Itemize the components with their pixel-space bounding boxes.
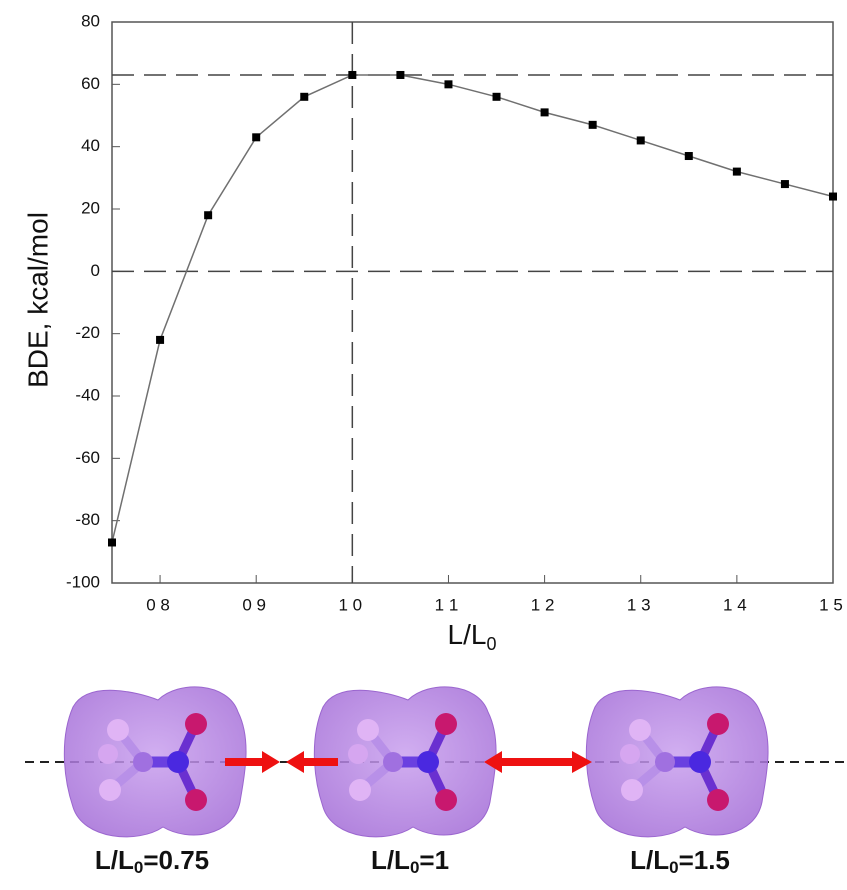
data-point: [829, 192, 837, 201]
x-tick-label: 1 3: [627, 595, 651, 614]
data-point: [732, 167, 741, 176]
x-tick-label: 1 2: [531, 595, 555, 614]
caption-main: L/L: [371, 845, 410, 875]
data-point: [348, 70, 357, 79]
arrow: [286, 751, 338, 773]
data-point: [300, 92, 309, 101]
data-point: [204, 211, 213, 220]
caption-sub: 0: [410, 858, 419, 877]
caption-value: =0.75: [143, 845, 209, 875]
double-arrow: [484, 751, 592, 773]
y-tick-label: 0: [91, 261, 100, 280]
molecule: [64, 687, 246, 837]
caption-value: =1: [419, 845, 449, 875]
data-point: [396, 70, 405, 79]
data-point: [492, 92, 501, 101]
caption: L/L0=1.5: [630, 845, 730, 878]
x-axis-label-sub: 0: [486, 634, 496, 654]
data-point: [684, 152, 693, 161]
data-point: [636, 136, 645, 145]
data-point: [588, 120, 597, 129]
caption-sub: 0: [669, 858, 678, 877]
x-tick-label: 0 9: [242, 595, 266, 614]
molecule: [586, 687, 768, 837]
y-tick-label: -80: [75, 510, 100, 529]
x-tick-label: 1 4: [723, 595, 747, 614]
y-tick-label: -40: [75, 385, 100, 404]
data-point: [108, 538, 116, 547]
plot-frame: [111, 21, 834, 584]
x-tick-label: 0 8: [146, 595, 170, 614]
x-tick-label: 1 5: [819, 595, 843, 614]
molecule-illustration: L/L0=0.75 L/L0=1 L/L0=1.5: [25, 687, 847, 878]
data-point: [156, 335, 165, 344]
arrow: [225, 751, 280, 773]
x-axis-label: L/L0: [448, 619, 497, 653]
caption-main: L/L: [95, 845, 134, 875]
y-tick-label: -60: [75, 448, 100, 467]
data-point: [780, 180, 789, 189]
y-tick-label: -20: [75, 323, 100, 342]
caption-value: =1.5: [679, 845, 730, 875]
y-tick-label: 60: [81, 74, 100, 93]
caption-sub: 0: [134, 858, 143, 877]
data-point: [540, 108, 549, 117]
x-tick-label: 1 1: [435, 595, 459, 614]
caption-main: L/L: [630, 845, 669, 875]
data-point: [444, 80, 453, 89]
y-tick-label: 20: [81, 198, 100, 217]
caption: L/L0=1: [371, 845, 449, 878]
y-tick-label: -100: [66, 572, 100, 591]
y-axis-label: BDE, kcal/mol: [22, 212, 53, 388]
y-tick-label: 80: [81, 11, 100, 30]
molecule: [314, 687, 496, 837]
series-line: [111, 74, 834, 543]
caption: L/L0=0.75: [95, 845, 209, 878]
x-axis-label-main: L/L: [448, 619, 487, 650]
x-tick-label: 1 0: [339, 595, 363, 614]
data-point: [252, 133, 261, 142]
y-tick-label: 40: [81, 136, 100, 155]
